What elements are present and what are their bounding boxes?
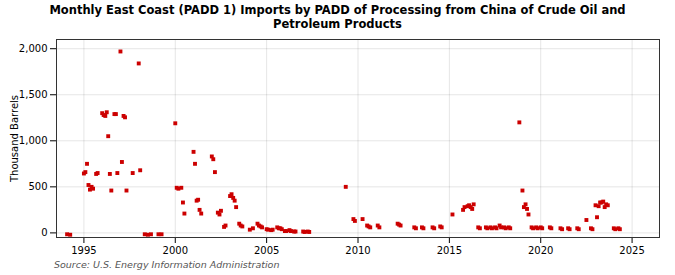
svg-text:1,000: 1,000: [19, 135, 48, 146]
svg-text:2,000: 2,000: [19, 43, 48, 54]
svg-text:2020: 2020: [528, 245, 553, 256]
html-text:Monthly East Coast (PADD 1) Im: Monthly East Coast (PADD 1) Imports by P…: [49, 3, 626, 31]
svg-text:2010: 2010: [345, 245, 370, 256]
svg-text:2015: 2015: [437, 245, 462, 256]
svg-text:1995: 1995: [71, 245, 96, 256]
html-text:Source: U.S. Energy Informatio: Source: U.S. Energy Information Administ…: [54, 259, 280, 270]
svg-text:1,500: 1,500: [19, 89, 48, 100]
svg-text:Thousand Barrels: Thousand Barrels: [9, 95, 20, 183]
svg-text:2000: 2000: [163, 245, 188, 256]
svg-text:0: 0: [41, 227, 47, 238]
svg-text:2005: 2005: [254, 245, 279, 256]
svg-text:500: 500: [28, 181, 47, 192]
svg-text:2025: 2025: [619, 245, 644, 256]
